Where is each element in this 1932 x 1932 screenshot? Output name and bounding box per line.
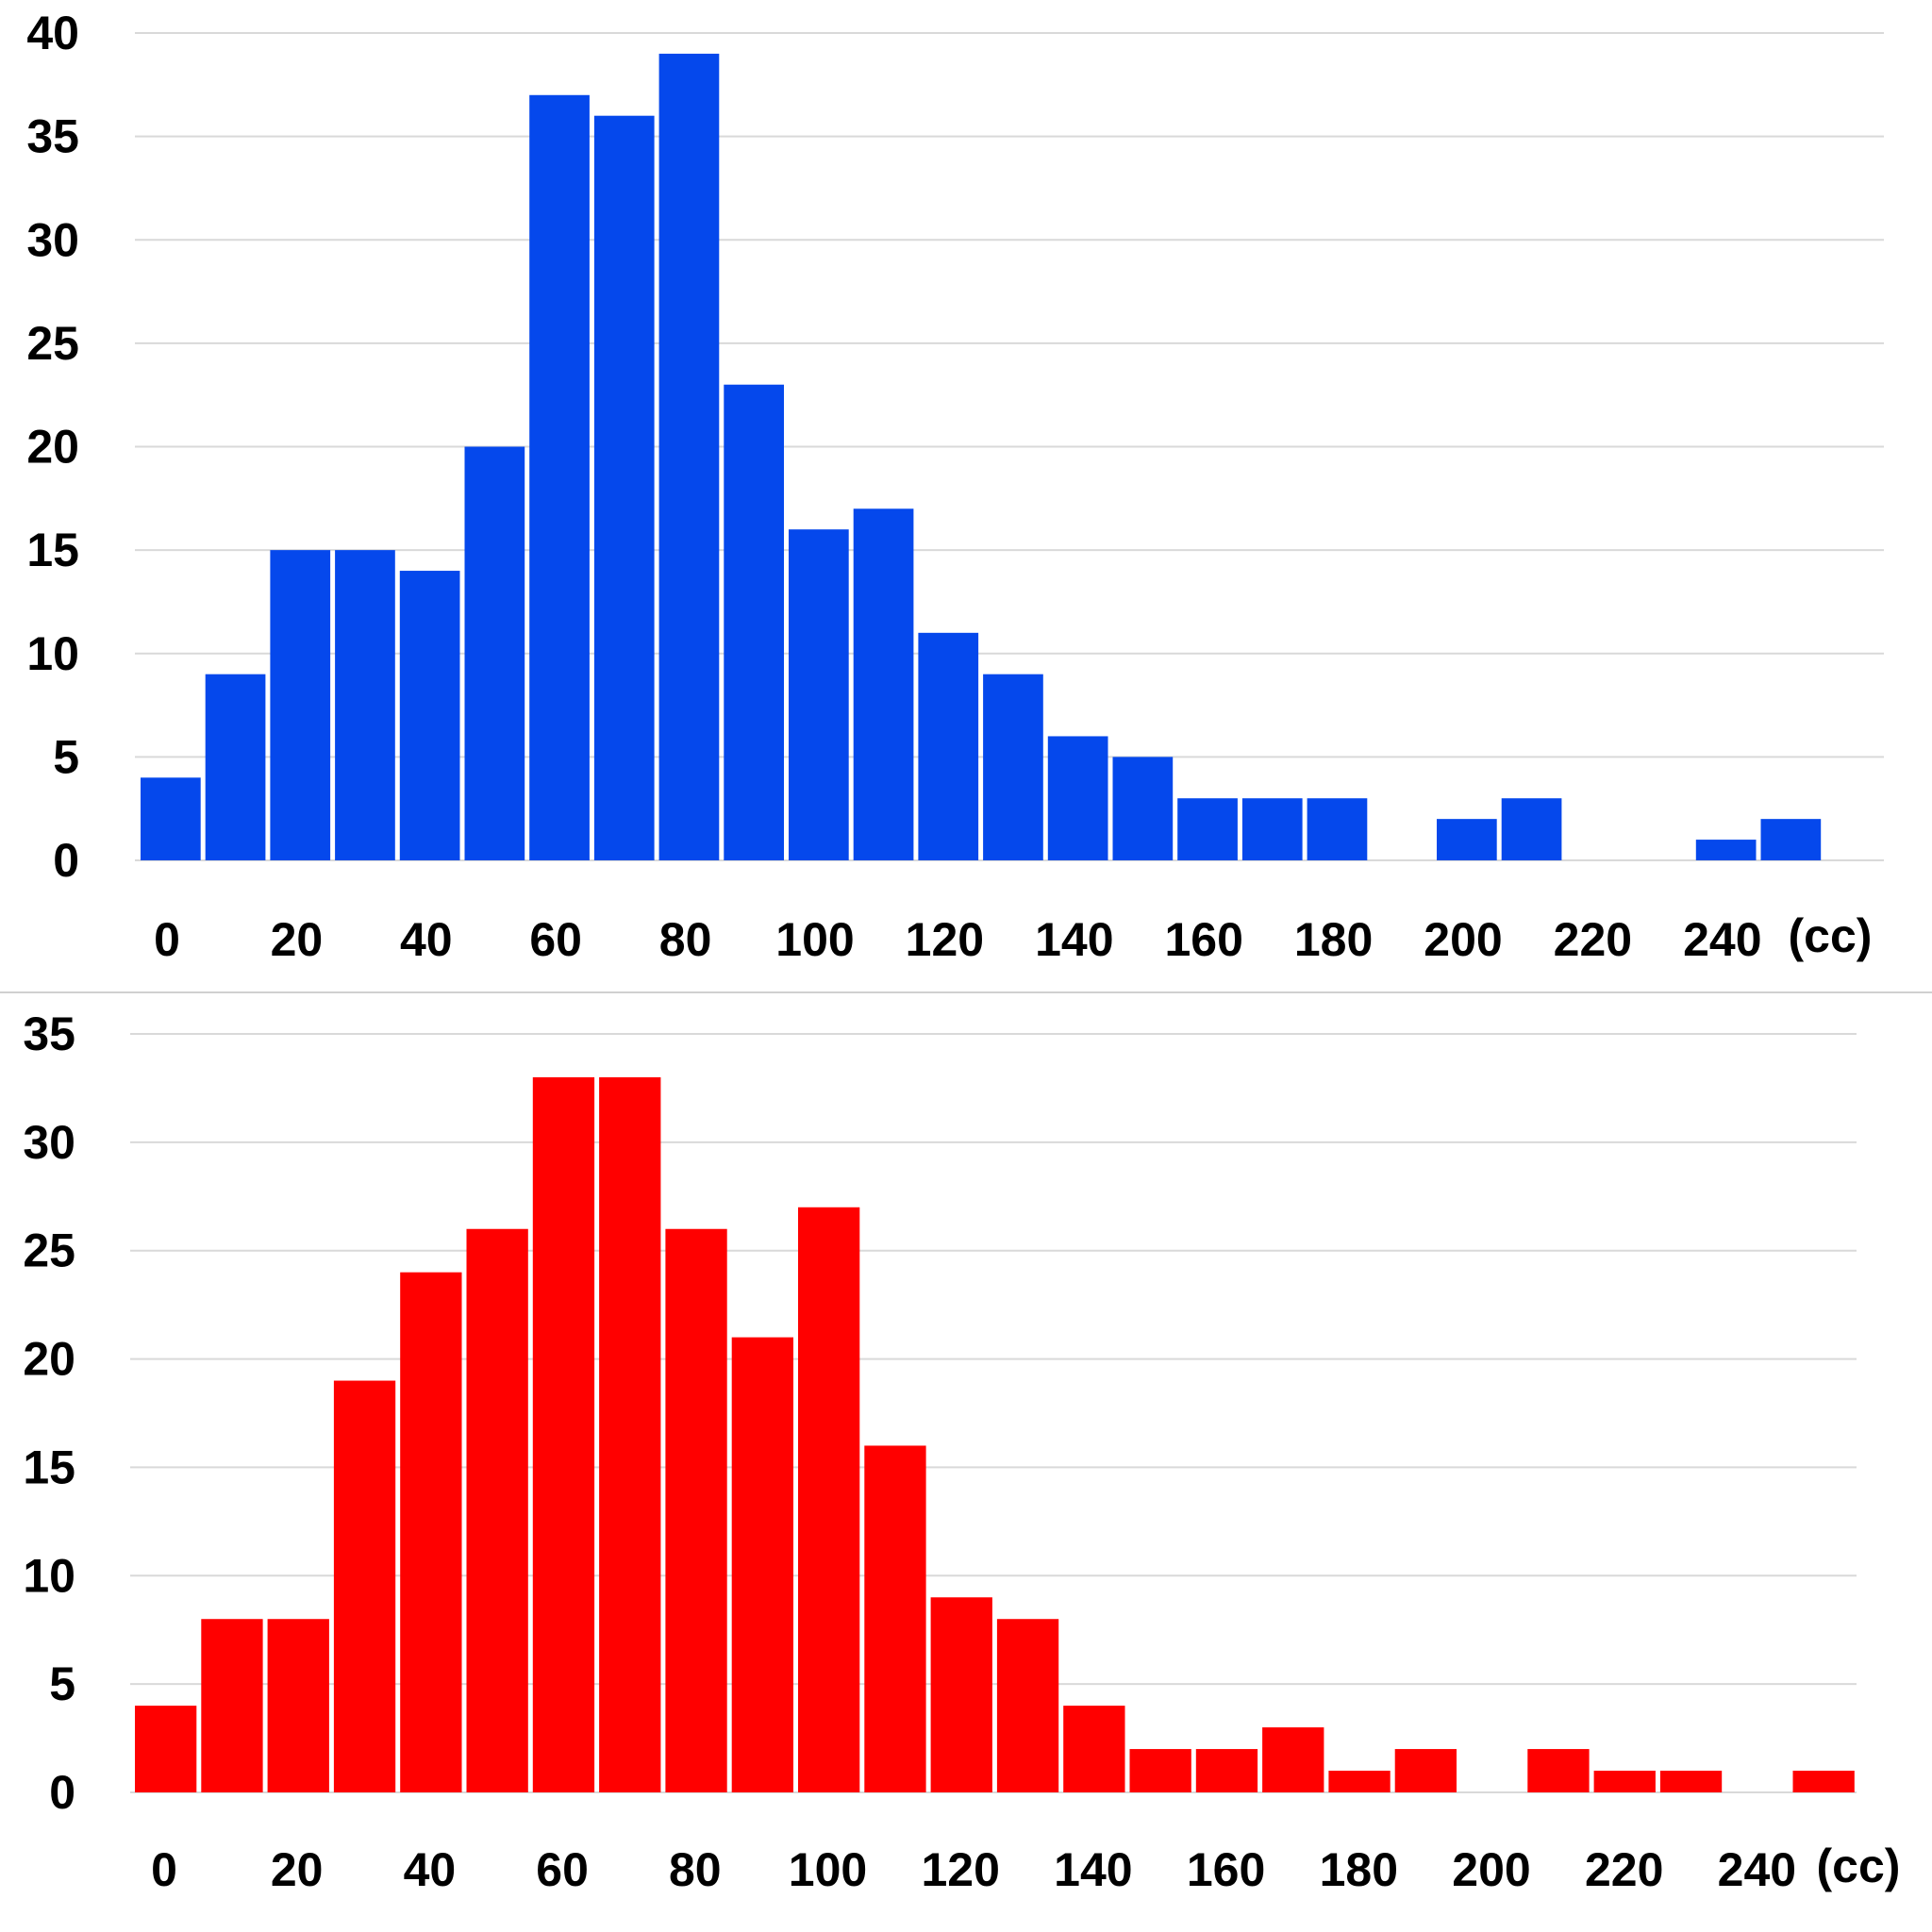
x-tick-label: 20 [271, 913, 324, 966]
x-tick-label: 80 [669, 1843, 722, 1896]
histogram-bar [399, 571, 460, 860]
x-unit-label: (cc) [1789, 909, 1873, 962]
histogram-panel-top: 0 5 10 15 20 25 30 35 40 0 20 40 60 80 100 120 140 160 180… [26, 7, 1884, 966]
x-tick-label: 0 [151, 1843, 177, 1896]
histogram-bar [1047, 736, 1108, 860]
y-tick-label: 20 [26, 421, 79, 474]
x-tick-label: 140 [1054, 1843, 1132, 1896]
histogram-bar [1307, 798, 1368, 860]
x-tick-label: 240 [1718, 1843, 1796, 1896]
y-tick-label: 25 [23, 1224, 75, 1277]
histogram-bar [1195, 1749, 1258, 1792]
x-tick-label: 180 [1320, 1843, 1398, 1896]
histogram-bar [1394, 1749, 1457, 1792]
x-tick-label: 60 [529, 913, 582, 966]
y-tick-label: 20 [23, 1333, 75, 1386]
x-tick-label: 40 [404, 1843, 457, 1896]
histogram-bar [201, 1619, 263, 1792]
x-tick-label: 200 [1424, 913, 1502, 966]
histogram-bar [333, 1380, 396, 1792]
histogram-bar [400, 1272, 462, 1792]
histogram-bar [1760, 819, 1822, 860]
histogram-bar [270, 550, 331, 860]
y-tick-label: 35 [26, 110, 79, 163]
y-tick-label: 30 [26, 213, 79, 266]
histogram-bar [135, 1706, 197, 1792]
histogram-bar [1593, 1771, 1656, 1792]
x-tick-label: 20 [271, 1843, 324, 1896]
histogram-bar [864, 1445, 926, 1792]
histogram-bar [267, 1619, 329, 1792]
y-tick-label: 0 [53, 834, 79, 887]
x-tick-label: 40 [400, 913, 453, 966]
x-tick-label: 220 [1585, 1843, 1663, 1896]
histogram-bar [1063, 1706, 1125, 1792]
histogram-bar [930, 1597, 992, 1792]
y-tick-label: 25 [26, 317, 79, 370]
histogram-bar [996, 1619, 1059, 1792]
x-tick-label: 240 [1683, 913, 1761, 966]
y-tick-label: 5 [53, 730, 79, 783]
histogram-bar [853, 508, 914, 860]
histogram-bar [798, 1207, 860, 1792]
histogram-bar [1262, 1727, 1324, 1792]
y-tick-label: 40 [26, 7, 79, 59]
histogram-bar [665, 1228, 727, 1792]
histogram-bar [1792, 1771, 1855, 1792]
y-tick-label: 30 [23, 1116, 75, 1169]
histogram-bar [724, 384, 784, 860]
histogram-bar [532, 1076, 595, 1792]
histogram-bar [1129, 1749, 1191, 1792]
histogram-bar [141, 777, 201, 860]
histogram-bar [335, 550, 395, 860]
y-tick-label: 10 [23, 1549, 75, 1602]
x-tick-label: 160 [1187, 1843, 1265, 1896]
y-tick-label: 0 [49, 1766, 75, 1819]
y-tick-label: 15 [23, 1441, 75, 1493]
x-tick-label: 120 [921, 1843, 999, 1896]
y-tick-label: 15 [26, 524, 79, 576]
histogram-bar [593, 115, 655, 860]
histogram-bar [789, 529, 849, 860]
y-tick-label: 35 [23, 1008, 75, 1060]
x-tick-label: 60 [536, 1843, 589, 1896]
y-tick-label: 10 [26, 627, 79, 680]
histogram-bar [599, 1076, 661, 1792]
x-tick-label: 140 [1035, 913, 1113, 966]
x-tick-label: 80 [659, 913, 712, 966]
histogram-bar [1112, 757, 1174, 860]
histogram-bar [918, 632, 979, 860]
x-tick-label: 180 [1294, 913, 1373, 966]
histogram-bar [529, 94, 590, 860]
x-tick-label: 120 [906, 913, 984, 966]
histogram-bar [1695, 840, 1757, 860]
histogram-panel-bottom: 0 5 10 15 20 25 30 35 0 20 40 60 80 100 120 140 160 180 20… [23, 1008, 1900, 1896]
histogram-bar [731, 1337, 793, 1792]
histogram-bar [1241, 798, 1303, 860]
histogram-bar [1177, 798, 1238, 860]
histogram-bar [1659, 1771, 1723, 1792]
histogram-bar [1527, 1749, 1590, 1792]
histogram-bar [983, 674, 1043, 860]
histogram-bar [464, 446, 525, 860]
histogram-bar [658, 53, 720, 861]
x-tick-label: 100 [789, 1843, 867, 1896]
y-tick-label: 5 [49, 1657, 75, 1710]
x-tick-label: 100 [775, 913, 854, 966]
x-unit-label: (cc) [1817, 1840, 1901, 1892]
histogram-bar [1437, 819, 1497, 860]
x-tick-label: 220 [1554, 913, 1632, 966]
histogram-bar [205, 674, 266, 860]
x-tick-label: 200 [1452, 1843, 1530, 1896]
x-tick-label: 160 [1164, 913, 1242, 966]
histogram-bar [1501, 798, 1562, 860]
x-tick-label: 0 [154, 913, 180, 966]
histogram-bar [1328, 1771, 1391, 1792]
histogram-bar [466, 1228, 528, 1792]
